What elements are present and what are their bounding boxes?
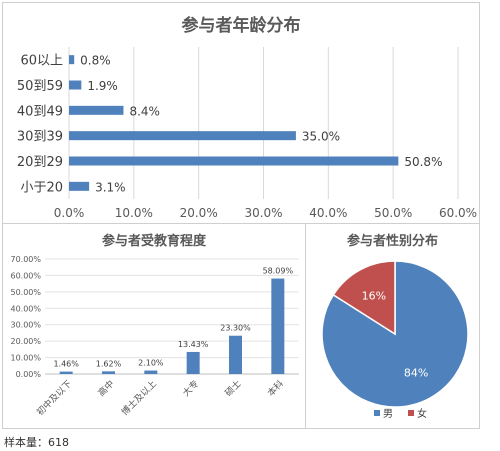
age-x-tick-label: 30.0%: [244, 206, 282, 220]
education-category-label: 博士及以上: [119, 378, 159, 418]
education-value-label: 58.09%: [263, 267, 294, 276]
education-category-label: 初中及以下: [34, 378, 74, 418]
age-category-label: 40到49: [17, 104, 63, 119]
education-bar: [144, 370, 158, 374]
gender-value-label: 84%: [404, 366, 428, 379]
education-y-tick-label: 40.00%: [10, 304, 41, 313]
education-category-label: 高中: [95, 378, 116, 399]
age-chart: 0.0% 10.0% 20.0% 30.0% 40.0% 50.0% 60.0% 60以上 0.…: [17, 47, 477, 220]
age-value-label: 0.8%: [80, 54, 111, 68]
sample-size-note: 样本量：618: [4, 436, 69, 449]
age-x-tick-label: 40.0%: [309, 206, 347, 220]
age-x-tick-label: 10.0%: [115, 206, 153, 220]
gender-chart-panel: 参与者性别分布 84% 16% 男 女: [305, 223, 480, 429]
age-bar: [69, 80, 82, 90]
gender-legend-label: 男: [383, 408, 393, 420]
education-category-label: 硕士: [222, 378, 243, 399]
education-chart: 0.00% 10.00% 20.00% 30.00% 40.00% 50.00% 60.00…: [10, 255, 299, 418]
education-bar: [102, 371, 115, 374]
education-chart-panel: 参与者受教育程度 0.00% 10.00% 20.00% 30.00% 40.00% 50…: [2, 223, 306, 429]
gender-legend-swatch: [374, 410, 380, 416]
education-y-tick-label: 20.00%: [10, 337, 41, 346]
age-x-tick-label: 20.0%: [180, 206, 218, 220]
age-bar: [69, 181, 90, 191]
age-category-label: 小于20: [20, 180, 63, 195]
education-category-label: 大专: [180, 378, 201, 399]
education-y-tick-label: 0.00%: [16, 370, 42, 379]
education-y-tick-label: 30.00%: [10, 321, 41, 330]
education-value-label: 2.10%: [138, 359, 164, 368]
education-bar: [271, 278, 285, 374]
education-y-tick-label: 60.00%: [10, 271, 41, 280]
education-value-label: 1.46%: [53, 360, 79, 369]
age-category-label: 50到59: [17, 79, 63, 94]
education-value-label: 1.62%: [96, 359, 122, 368]
age-value-label: 3.1%: [95, 180, 126, 194]
education-y-tick-label: 50.00%: [10, 288, 41, 297]
education-bar: [59, 371, 73, 374]
age-x-tick-label: 60.0%: [439, 206, 477, 220]
gender-legend-swatch: [408, 410, 414, 416]
age-category-label: 20到29: [17, 155, 63, 170]
gender-slice: [332, 260, 396, 336]
gender-chart-title: 参与者性别分布: [346, 234, 438, 249]
age-value-label: 50.8%: [404, 155, 442, 169]
gender-value-label: 16%: [362, 290, 386, 303]
age-chart-title: 参与者年龄分布: [181, 16, 301, 36]
age-bar: [69, 55, 75, 65]
education-category-label: 本科: [265, 378, 286, 399]
age-bar: [69, 105, 124, 115]
education-bar: [186, 351, 200, 374]
age-bar: [69, 131, 296, 141]
education-value-label: 13.43%: [178, 340, 209, 349]
age-value-label: 8.4%: [129, 104, 160, 118]
education-bar: [229, 335, 242, 374]
gender-legend-label: 女: [417, 407, 427, 420]
age-value-label: 35.0%: [302, 130, 340, 144]
education-y-tick-label: 70.00%: [10, 255, 41, 264]
gender-chart: 84% 16% 男 女: [321, 260, 469, 420]
education-value-label: 23.30%: [220, 324, 251, 333]
age-category-label: 30到39: [17, 130, 63, 145]
age-category-label: 60以上: [20, 54, 63, 69]
age-value-label: 1.9%: [87, 79, 118, 93]
age-x-tick-label: 50.0%: [374, 206, 412, 220]
age-chart-panel: 参与者年龄分布 0.0% 10.0% 20.0% 30.0% 40.0% 50.0% 60.…: [2, 2, 480, 224]
education-y-tick-label: 10.00%: [10, 354, 41, 363]
age-x-tick-label: 0.0%: [54, 206, 85, 220]
education-chart-title: 参与者受教育程度: [101, 234, 206, 249]
age-bar: [69, 156, 399, 166]
